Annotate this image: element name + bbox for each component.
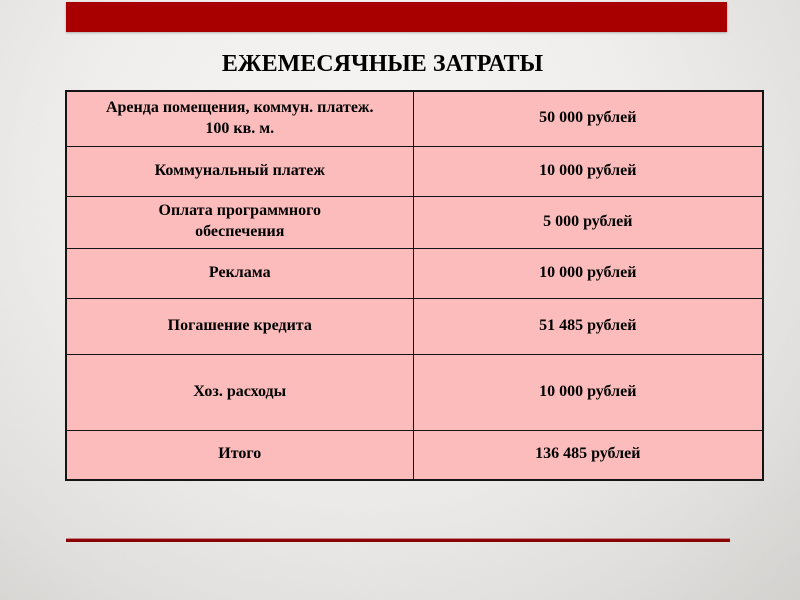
table-row: Хоз. расходы 10 000 рублей [65, 353, 764, 431]
expense-label-cell: Реклама [65, 247, 414, 299]
expense-label-cell: Коммунальный платеж [65, 145, 414, 197]
table-row: Итого 136 485 рублей [65, 429, 764, 481]
expense-value-cell: 51 485 рублей [412, 297, 764, 355]
expense-value-cell: 5 000 рублей [412, 195, 764, 249]
expense-value-cell: 10 000 рублей [412, 353, 764, 431]
table-row: Аренда помещения, коммун. платеж. 100 кв… [65, 90, 764, 147]
footer-accent-line [66, 538, 730, 542]
table-row: Реклама 10 000 рублей [65, 247, 764, 299]
table-row: Коммунальный платеж 10 000 рублей [65, 145, 764, 197]
expense-value-cell: 10 000 рублей [412, 145, 764, 197]
expense-label-cell: Хоз. расходы [65, 353, 414, 431]
expense-value-cell: 50 000 рублей [412, 90, 764, 147]
table-row: Погашение кредита 51 485 рублей [65, 297, 764, 355]
table-row: Оплата программного обеспечения 5 000 ру… [65, 195, 764, 249]
expenses-table: Аренда помещения, коммун. платеж. 100 кв… [65, 90, 764, 481]
expense-value-cell: 136 485 рублей [412, 429, 764, 481]
slide-title: ЕЖЕМЕСЯЧНЫЕ ЗАТРАТЫ [221, 51, 544, 77]
expense-label-cell: Аренда помещения, коммун. платеж. 100 кв… [65, 90, 414, 147]
header-accent-bar [66, 2, 727, 32]
expense-label-cell: Погашение кредита [65, 297, 414, 355]
expense-label-cell: Итого [65, 429, 414, 481]
expense-value-cell: 10 000 рублей [412, 247, 764, 299]
expense-label-cell: Оплата программного обеспечения [65, 195, 414, 249]
